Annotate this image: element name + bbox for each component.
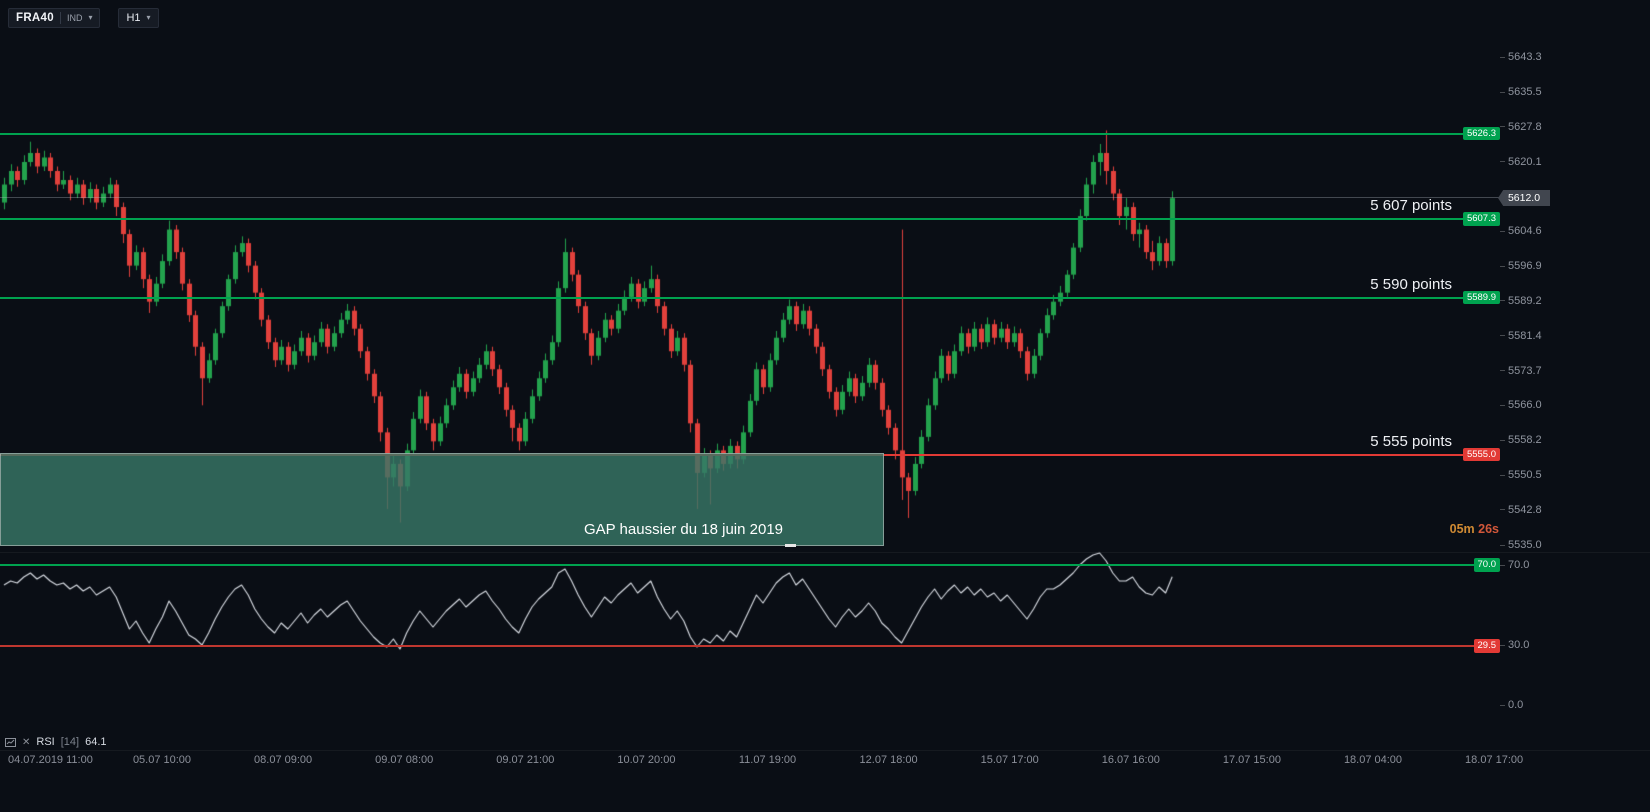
chevron-down-icon: ▾ (88, 13, 93, 22)
time-axis-label: 18.07 04:00 (1343, 754, 1403, 766)
chip-divider (59, 12, 61, 24)
resistance-line-5626[interactable] (0, 132, 1500, 135)
indicator-chart-icon[interactable] (5, 737, 16, 748)
symbol-selector[interactable]: FRA40 IND ▾ (8, 8, 101, 28)
time-axis-label: 09.07 21:00 (496, 754, 555, 766)
price-axis-label: 5558.2 (1500, 433, 1542, 447)
price-axis-label: 5596.9 (1500, 259, 1542, 273)
time-axis-label: 09.07 08:00 (375, 754, 434, 766)
support-line-5590[interactable] (0, 296, 1500, 299)
price-badge-5590: 5589.9 (1462, 290, 1500, 305)
gap-drawing-resize-handle[interactable] (785, 543, 796, 547)
level-label-5607: 5 607 points (1370, 197, 1452, 215)
price-axis-label: 5550.5 (1500, 468, 1542, 482)
time-axis-label: 04.07.2019 11:00 (8, 754, 93, 766)
level-label-5555: 5 555 points (1370, 432, 1452, 450)
price-badge-5626: 5626.3 (1462, 126, 1500, 141)
rsi-upper-band-badge: 70.0 (1473, 558, 1500, 572)
toolbar: FRA40 IND ▾ H1 ▾ (8, 8, 159, 28)
current-price-line (0, 197, 1500, 199)
rsi-lower-band-badge: 29.5 (1473, 639, 1500, 653)
time-axis-label: 17.07 15:00 (1222, 754, 1281, 766)
time-axis-label: 16.07 16:00 (1101, 754, 1160, 766)
time-axis-label: 05.07 10:00 (132, 754, 192, 766)
price-axis-label: 5566.0 (1500, 398, 1542, 412)
price-axis-label: 5581.4 (1500, 329, 1542, 343)
price-axis-label: 5542.8 (1500, 503, 1542, 517)
instrument-type-label: IND (66, 13, 83, 23)
price-axis-label: 5573.7 (1500, 364, 1542, 378)
current-price-tag: 5612.0 (1498, 190, 1550, 207)
timeframe-label: H1 (126, 12, 141, 24)
rsi-upper-band-line (0, 564, 1500, 566)
chevron-down-icon: ▾ (146, 13, 151, 22)
rsi-axis-label: 70.0 (1500, 558, 1529, 572)
timeframe-selector[interactable]: H1 ▾ (118, 8, 159, 28)
indicator-name: RSI (36, 736, 55, 748)
time-axis-label: 08.07 09:00 (254, 754, 313, 766)
price-axis-label: 5627.8 (1500, 120, 1542, 134)
gap-drawing-label: GAP haussier du 18 juin 2019 (583, 520, 783, 538)
time-axis-label: 15.07 17:00 (980, 754, 1039, 766)
rsi-axis-label: 0.0 (1500, 698, 1523, 712)
price-badge-5555: 5555.0 (1462, 447, 1500, 462)
rsi-panel-separator (0, 552, 1650, 553)
indicator-value: 64.1 (85, 736, 107, 748)
price-axis-label: 5604.6 (1500, 224, 1542, 238)
resistance-line-5607[interactable] (0, 218, 1500, 221)
level-label-5590: 5 590 points (1370, 275, 1452, 293)
rsi-axis-label: 30.0 (1500, 638, 1529, 652)
price-axis-label: 5589.2 (1500, 294, 1542, 308)
price-axis-label: 5620.1 (1500, 155, 1542, 169)
indicator-legend: ✕ RSI [14] 64.1 (5, 736, 107, 748)
price-badge-5607: 5607.3 (1462, 212, 1500, 226)
price-axis-label: 5535.0 (1500, 538, 1542, 552)
symbol-name: FRA40 (16, 12, 54, 24)
countdown-seconds: 26s (1478, 522, 1499, 536)
price-axis-label: 5643.3 (1500, 50, 1542, 64)
indicator-period: [14] (60, 736, 80, 748)
time-axis-label: 12.07 18:00 (859, 754, 918, 766)
time-axis-separator (0, 750, 1650, 751)
time-axis-label: 18.07 17:00 (1465, 754, 1524, 766)
price-axis-label: 5635.5 (1500, 85, 1542, 99)
time-axis-label: 11.07 19:00 (738, 754, 797, 766)
candle-countdown-timer: 05m 26s (1450, 522, 1499, 536)
countdown-minutes: 05m (1449, 522, 1475, 536)
rsi-lower-band-line (0, 645, 1500, 647)
gap-drawing-rectangle[interactable]: GAP haussier du 18 juin 2019 (0, 453, 884, 547)
indicator-close-icon[interactable]: ✕ (22, 736, 31, 748)
time-axis-label: 10.07 20:00 (617, 754, 676, 766)
